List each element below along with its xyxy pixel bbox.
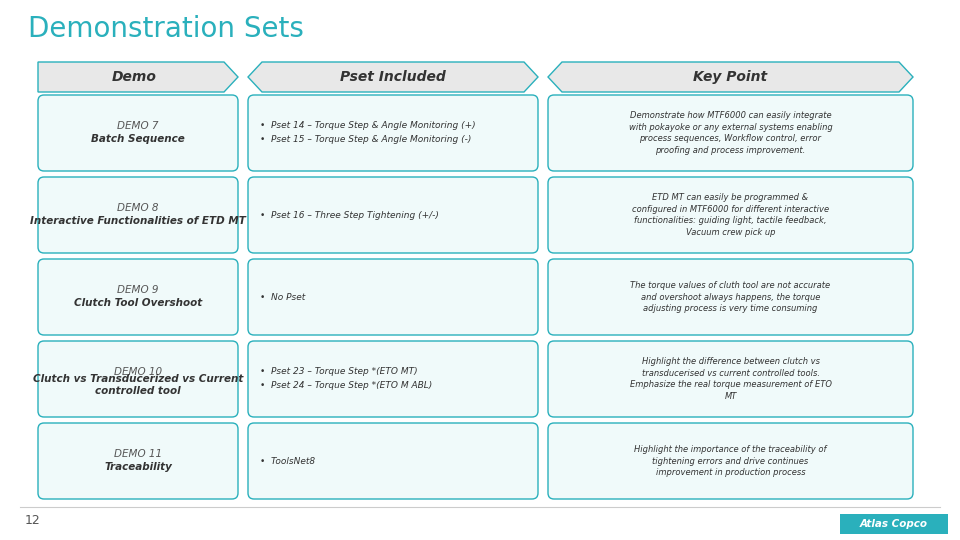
FancyBboxPatch shape [548, 341, 913, 417]
Polygon shape [38, 62, 238, 92]
FancyBboxPatch shape [38, 423, 238, 499]
Text: •  Pset 14 – Torque Step & Angle Monitoring (+): • Pset 14 – Torque Step & Angle Monitori… [260, 122, 475, 131]
FancyBboxPatch shape [38, 341, 238, 417]
FancyBboxPatch shape [548, 423, 913, 499]
Text: DEMO 11: DEMO 11 [114, 449, 162, 459]
Text: •  Pset 23 – Torque Step *(ETO MT): • Pset 23 – Torque Step *(ETO MT) [260, 368, 418, 376]
Polygon shape [548, 62, 913, 92]
FancyBboxPatch shape [248, 341, 538, 417]
Text: DEMO 7: DEMO 7 [117, 121, 158, 131]
Text: Highlight the importance of the traceability of
tightening errors and drive cont: Highlight the importance of the traceabi… [635, 445, 827, 477]
Text: Batch Sequence: Batch Sequence [91, 134, 185, 144]
FancyBboxPatch shape [248, 423, 538, 499]
Text: Demo: Demo [111, 70, 156, 84]
Text: Demonstration Sets: Demonstration Sets [28, 15, 304, 43]
Text: •  Pset 16 – Three Step Tightening (+/-): • Pset 16 – Three Step Tightening (+/-) [260, 211, 439, 219]
Polygon shape [248, 62, 538, 92]
FancyBboxPatch shape [38, 177, 238, 253]
Text: Highlight the difference between clutch vs
transducerised vs current controlled : Highlight the difference between clutch … [630, 357, 831, 401]
Text: The torque values of cluth tool are not accurate
and overshoot always happens, t: The torque values of cluth tool are not … [631, 281, 830, 313]
Text: DEMO 9: DEMO 9 [117, 285, 158, 295]
Text: ETD MT can easily be programmed &
configured in MTF6000 for different interactiv: ETD MT can easily be programmed & config… [632, 193, 829, 237]
FancyBboxPatch shape [840, 514, 948, 534]
Text: •  Pset 15 – Torque Step & Angle Monitoring (-): • Pset 15 – Torque Step & Angle Monitori… [260, 136, 471, 145]
Text: •  Pset 24 – Torque Step *(ETO M ABL): • Pset 24 – Torque Step *(ETO M ABL) [260, 381, 432, 390]
Text: •  ToolsNet8: • ToolsNet8 [260, 456, 315, 465]
Text: Interactive Functionalities of ETD MT: Interactive Functionalities of ETD MT [30, 216, 246, 226]
FancyBboxPatch shape [248, 95, 538, 171]
Text: Demonstrate how MTF6000 can easily integrate
with pokayoke or any external syste: Demonstrate how MTF6000 can easily integ… [629, 111, 832, 155]
FancyBboxPatch shape [548, 259, 913, 335]
Text: DEMO 8: DEMO 8 [117, 203, 158, 213]
Text: Clutch vs Transducerized vs Current
controlled tool: Clutch vs Transducerized vs Current cont… [33, 374, 243, 396]
FancyBboxPatch shape [248, 259, 538, 335]
Text: Pset Included: Pset Included [340, 70, 445, 84]
Text: Traceability: Traceability [104, 462, 172, 472]
Text: 12: 12 [25, 514, 40, 526]
FancyBboxPatch shape [248, 177, 538, 253]
Text: Atlas Copco: Atlas Copco [860, 519, 928, 529]
FancyBboxPatch shape [38, 95, 238, 171]
Text: DEMO 10: DEMO 10 [114, 367, 162, 377]
Text: Clutch Tool Overshoot: Clutch Tool Overshoot [74, 298, 203, 308]
FancyBboxPatch shape [38, 259, 238, 335]
FancyBboxPatch shape [548, 177, 913, 253]
Text: •  No Pset: • No Pset [260, 293, 305, 301]
Text: Key Point: Key Point [693, 70, 768, 84]
FancyBboxPatch shape [548, 95, 913, 171]
